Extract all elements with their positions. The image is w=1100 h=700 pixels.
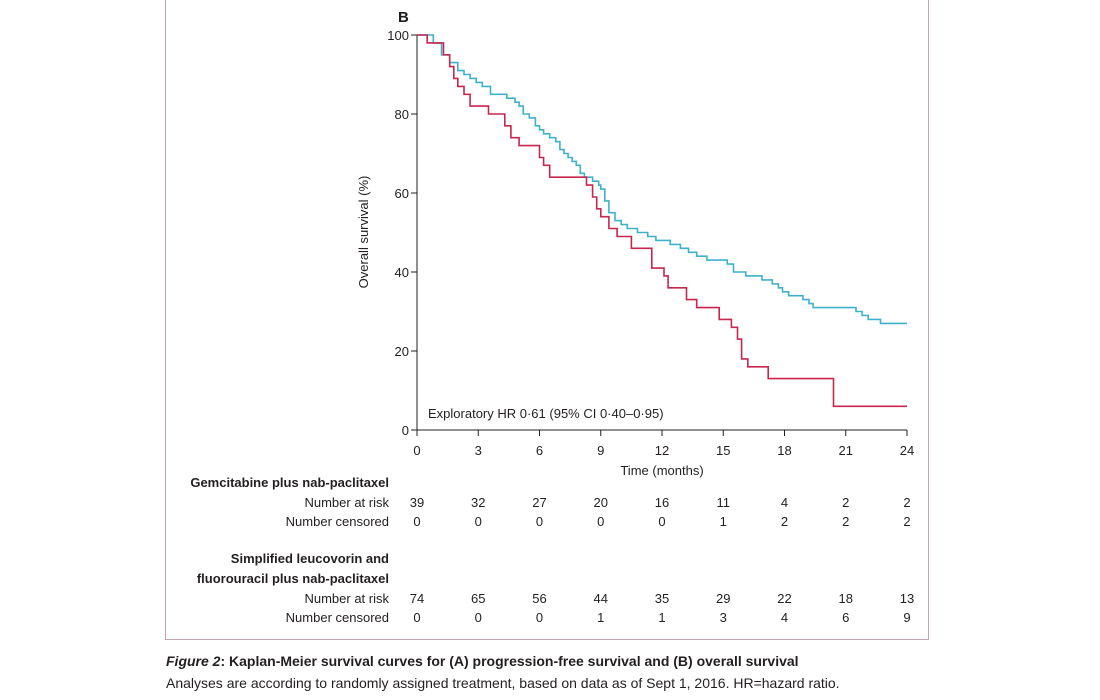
risk-cell: 2 bbox=[842, 514, 849, 529]
risk-cell: 32 bbox=[471, 495, 485, 510]
risk-cell: 11 bbox=[717, 495, 731, 510]
risk-cell: 74 bbox=[410, 591, 424, 606]
survival-curves bbox=[417, 34, 907, 408]
panel-label: B bbox=[398, 9, 409, 26]
risk-cell: 29 bbox=[716, 591, 730, 606]
risk-cell: 2 bbox=[842, 495, 849, 510]
x-tick-label: 15 bbox=[716, 443, 730, 458]
caption-body: Analyses are according to randomly assig… bbox=[166, 675, 840, 691]
risk-cell: 2 bbox=[781, 514, 788, 529]
hazard-ratio-annotation: Exploratory HR 0·61 (95% CI 0·40–0·95) bbox=[428, 406, 664, 421]
x-tick-label: 24 bbox=[900, 443, 914, 458]
figure-caption: Figure 2: Kaplan-Meier survival curves f… bbox=[166, 650, 1066, 694]
x-tick-label: 6 bbox=[536, 443, 543, 458]
risk-row-label: Number censored bbox=[286, 610, 389, 625]
risk-cell: 0 bbox=[597, 514, 604, 529]
axes: 0 20 40 60 80 100 0 3 6 9 12 15 18 21 24 bbox=[387, 28, 914, 458]
caption-title: Figure 2: Kaplan-Meier survival curves f… bbox=[166, 650, 1066, 672]
risk-row-label: Number censored bbox=[286, 514, 389, 529]
risk-cell: 22 bbox=[777, 591, 791, 606]
risk-cell: 13 bbox=[900, 591, 914, 606]
risk-cell: 27 bbox=[532, 495, 546, 510]
risk-cell: 0 bbox=[536, 514, 543, 529]
risk-cell: 1 bbox=[597, 610, 604, 625]
risk-cell: 20 bbox=[594, 495, 608, 510]
risk-group-name: Gemcitabine plus nab-paclitaxel bbox=[190, 475, 389, 490]
risk-cell: 4 bbox=[781, 495, 788, 510]
figure-frame bbox=[165, 0, 929, 640]
risk-cell: 0 bbox=[413, 610, 420, 625]
x-tick-label: 3 bbox=[475, 443, 482, 458]
x-axis-title: Time (months) bbox=[620, 463, 703, 478]
risk-cell: 56 bbox=[532, 591, 546, 606]
y-tick-label: 0 bbox=[402, 423, 409, 438]
risk-cell: 1 bbox=[658, 610, 665, 625]
risk-cell: 1 bbox=[720, 514, 727, 529]
caption-title-text: : Kaplan-Meier survival curves for (A) p… bbox=[220, 653, 799, 669]
x-tick-label: 21 bbox=[839, 443, 853, 458]
risk-cell: 18 bbox=[839, 591, 853, 606]
risk-group-name: fluorouracil plus nab-paclitaxel bbox=[197, 571, 389, 586]
y-tick-label: 100 bbox=[387, 28, 409, 43]
risk-cell: 2 bbox=[903, 495, 910, 510]
x-tick-label: 9 bbox=[597, 443, 604, 458]
risk-cell: 0 bbox=[475, 514, 482, 529]
y-tick-label: 20 bbox=[395, 344, 409, 359]
risk-table: Gemcitabine plus nab-paclitaxel Number at… bbox=[190, 475, 914, 625]
risk-row-label: Number at risk bbox=[304, 495, 389, 510]
caption-figure-label: Figure 2 bbox=[166, 653, 221, 669]
y-tick-label: 60 bbox=[395, 186, 409, 201]
risk-cell: 0 bbox=[413, 514, 420, 529]
risk-cell: 4 bbox=[781, 610, 788, 625]
risk-cell: 3 bbox=[720, 610, 727, 625]
y-tick-label: 40 bbox=[395, 265, 409, 280]
y-tick-label: 80 bbox=[395, 107, 409, 122]
y-axis-title: Overall survival (%) bbox=[356, 176, 371, 289]
x-tick-label: 18 bbox=[777, 443, 791, 458]
risk-cell: 0 bbox=[658, 514, 665, 529]
curve-slfnp bbox=[417, 34, 907, 325]
risk-cell: 2 bbox=[903, 514, 910, 529]
risk-cell: 44 bbox=[594, 591, 608, 606]
risk-cell: 0 bbox=[475, 610, 482, 625]
risk-cell: 6 bbox=[842, 610, 849, 625]
risk-cell: 9 bbox=[903, 610, 910, 625]
risk-group-name: Simplified leucovorin and bbox=[231, 551, 389, 566]
x-tick-label: 0 bbox=[413, 443, 420, 458]
x-tick-label: 12 bbox=[655, 443, 669, 458]
risk-cell: 0 bbox=[536, 610, 543, 625]
risk-row-label: Number at risk bbox=[304, 591, 389, 606]
risk-cell: 65 bbox=[471, 591, 485, 606]
curve-gnp bbox=[417, 34, 907, 408]
risk-cell: 16 bbox=[655, 495, 669, 510]
risk-cell: 39 bbox=[410, 495, 424, 510]
risk-cell: 35 bbox=[655, 591, 669, 606]
